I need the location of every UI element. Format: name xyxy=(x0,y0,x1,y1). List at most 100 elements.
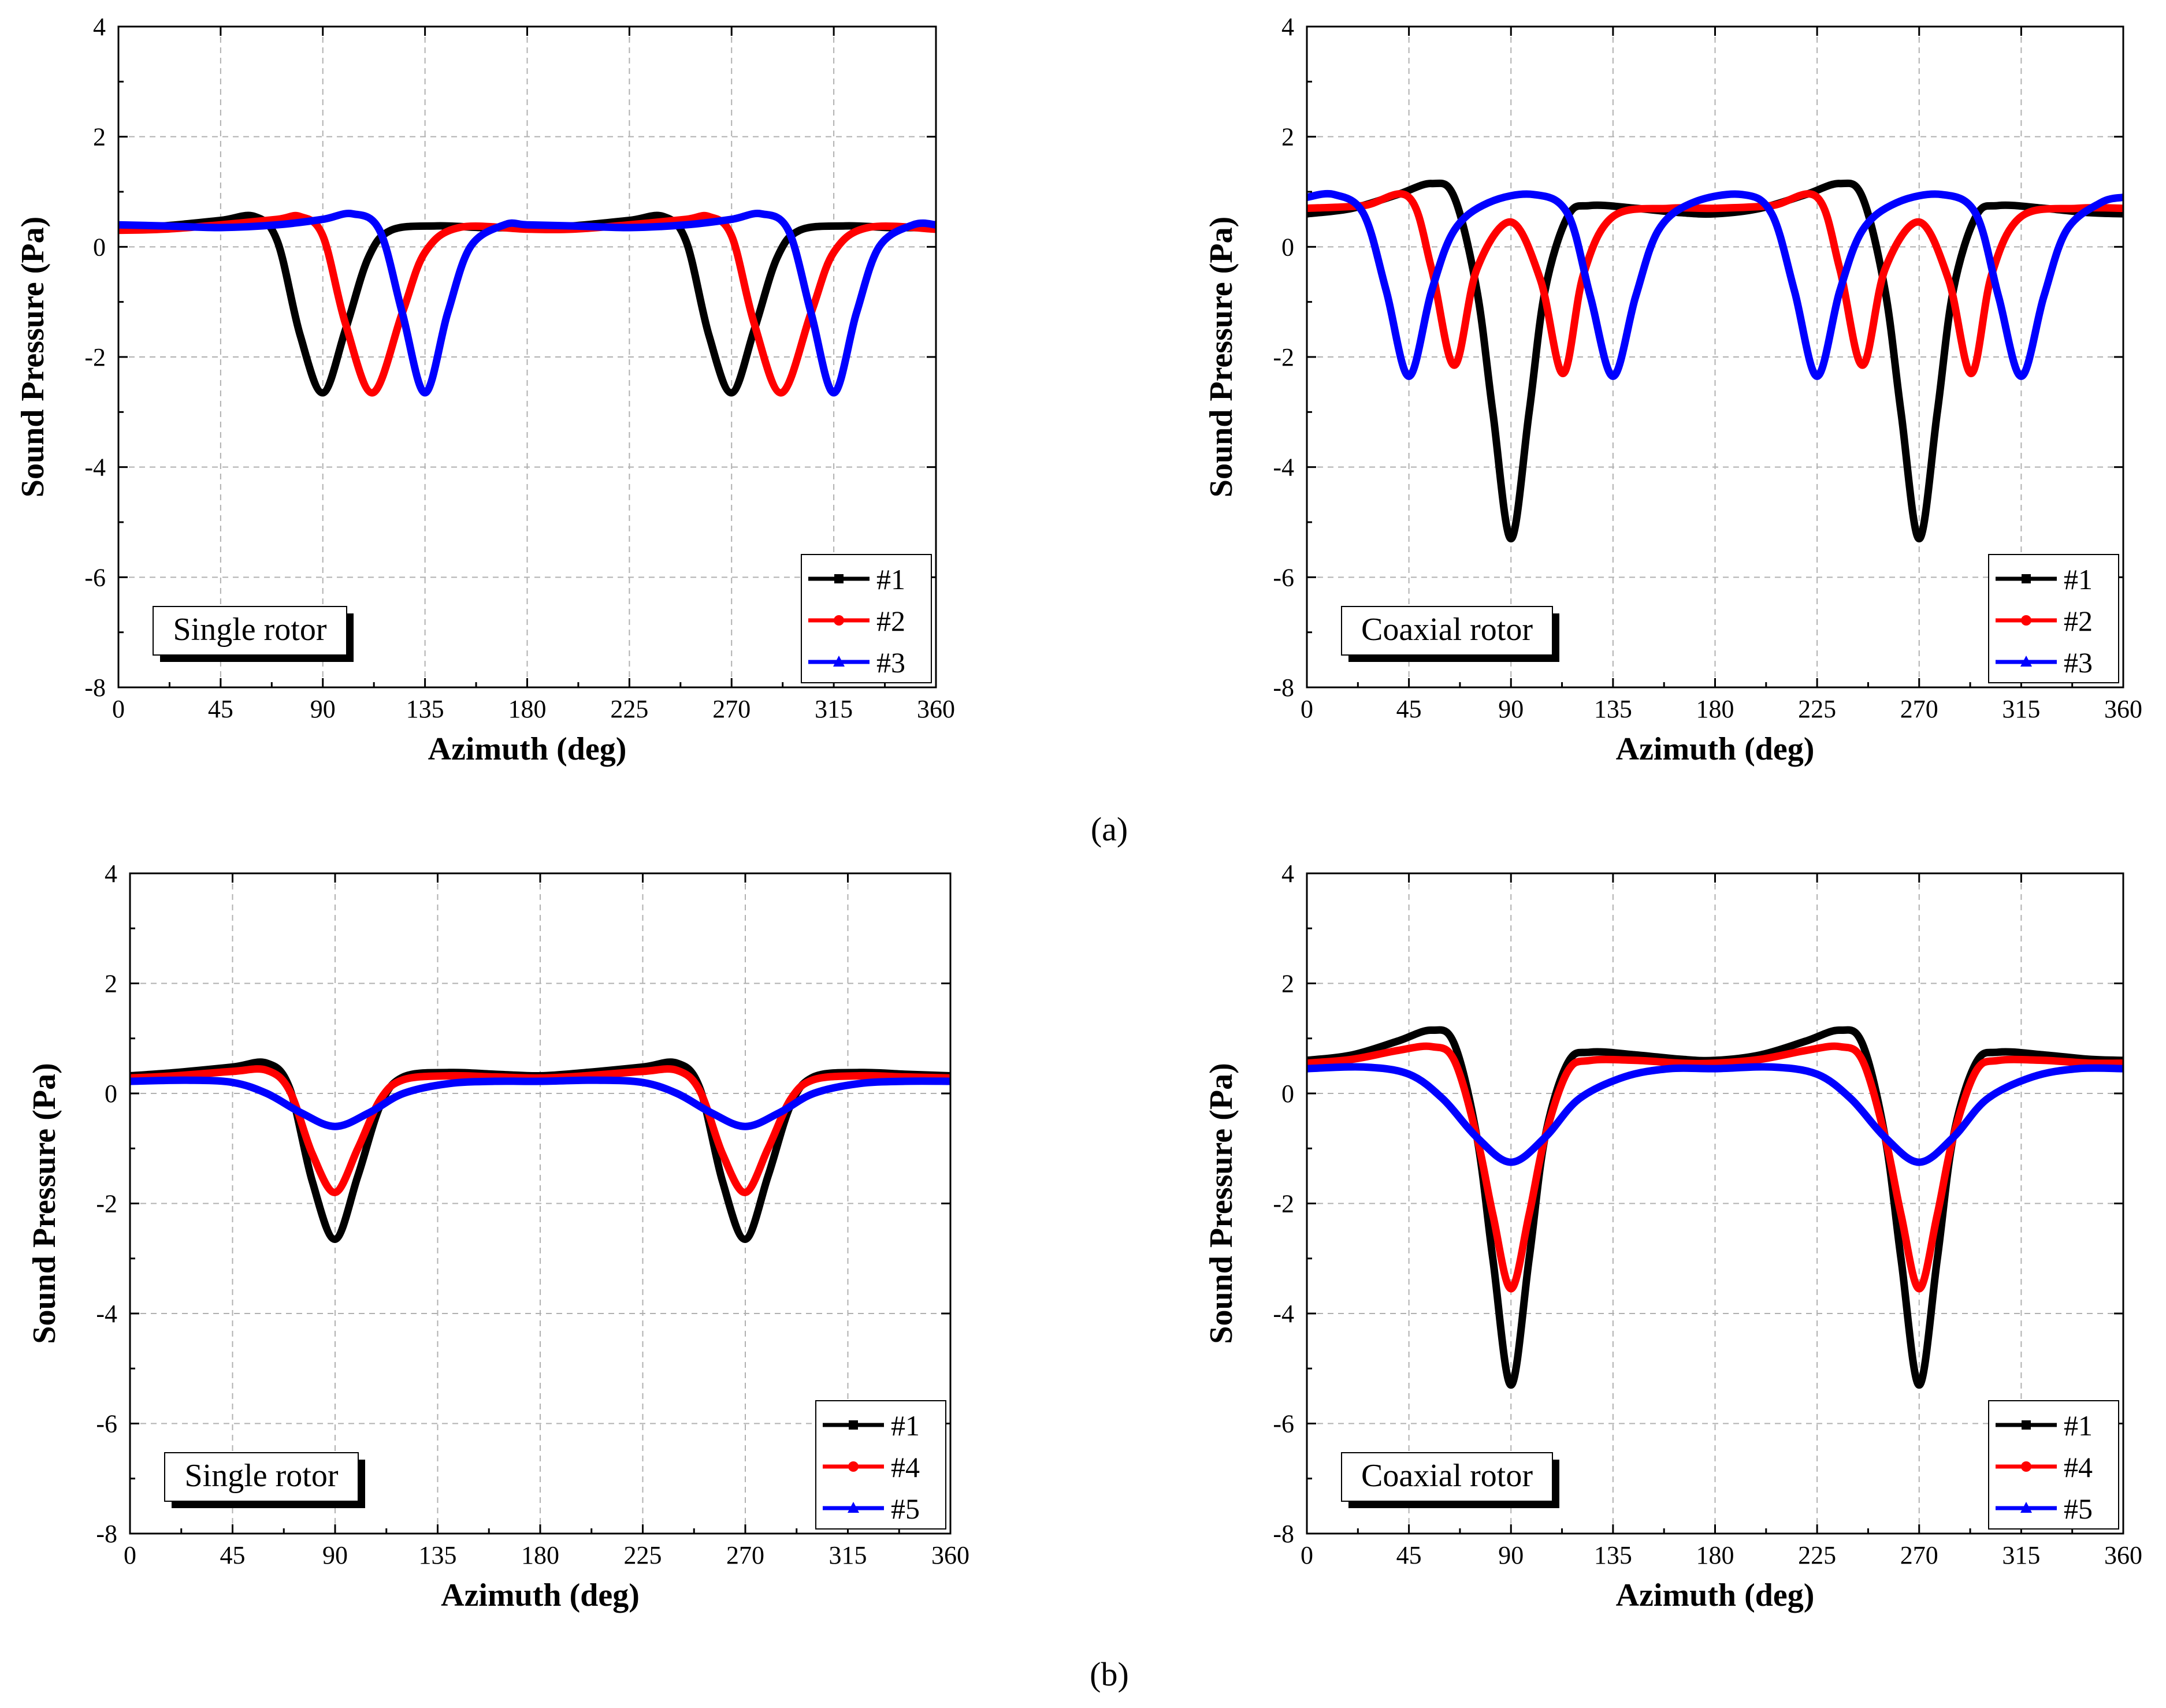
y-tick-label: 0 xyxy=(93,233,106,261)
x-tick-label: 315 xyxy=(829,1541,867,1569)
legend-label: #2 xyxy=(876,605,905,637)
rotor-label: Coaxial rotor xyxy=(1361,612,1533,648)
y-axis-title: Sound Pressure (Pa) xyxy=(1203,217,1239,497)
legend-label: #4 xyxy=(891,1451,920,1483)
y-tick-label: -8 xyxy=(1273,1520,1294,1548)
x-tick-label: 180 xyxy=(508,695,547,723)
x-axis-title: Azimuth (deg) xyxy=(428,731,627,767)
y-tick-label: 2 xyxy=(1281,970,1294,998)
legend-label: #3 xyxy=(2064,646,2093,679)
y-tick-label: 4 xyxy=(93,13,106,41)
legend-marker xyxy=(834,615,844,626)
y-tick-label: -8 xyxy=(1273,673,1294,702)
series-line-n5 xyxy=(130,1076,950,1130)
y-tick-label: -6 xyxy=(1273,563,1294,591)
x-tick-label: 225 xyxy=(1798,1541,1836,1569)
x-tick-label: 135 xyxy=(419,1541,457,1569)
y-tick-label: -2 xyxy=(1273,343,1294,371)
x-tick-label: 45 xyxy=(208,695,233,723)
x-axis-title: Azimuth (deg) xyxy=(441,1577,640,1613)
x-tick-label: 0 xyxy=(112,695,125,723)
y-tick-label: 0 xyxy=(1281,233,1294,261)
legend-marker xyxy=(2021,615,2031,626)
y-tick-label: 0 xyxy=(1281,1080,1294,1108)
legend-marker xyxy=(848,1502,859,1513)
x-tick-label: 180 xyxy=(1696,1541,1734,1569)
x-tick-label: 315 xyxy=(2002,1541,2040,1569)
x-tick-label: 0 xyxy=(124,1541,136,1569)
y-tick-label: -2 xyxy=(96,1190,117,1218)
y-tick-label: -8 xyxy=(96,1520,117,1548)
rotor-label-box xyxy=(1341,606,1553,656)
x-tick-label: 270 xyxy=(1900,1541,1938,1569)
y-axis-title: Sound Pressure (Pa) xyxy=(1203,1063,1239,1344)
x-axis-title: Azimuth (deg) xyxy=(1616,731,1815,767)
x-tick-label: 360 xyxy=(2104,695,2142,723)
y-tick-label: 4 xyxy=(1281,859,1294,888)
legend-label: #1 xyxy=(2064,1409,2093,1442)
y-tick-label: -4 xyxy=(1273,453,1294,482)
legend-marker xyxy=(833,656,845,667)
x-tick-label: 135 xyxy=(406,695,444,723)
x-tick-label: 45 xyxy=(1396,695,1422,723)
legend-marker xyxy=(849,1420,858,1430)
chart-a-coaxial: 0 45 90 135 180 225 270 315 360 -8 -6 -4 -2 0 2 4 Azimut… xyxy=(1203,13,2142,767)
series-line-n3 xyxy=(118,210,936,397)
y-tick-label: -4 xyxy=(1273,1300,1294,1328)
legend-label: #5 xyxy=(891,1493,920,1525)
x-tick-label: 180 xyxy=(521,1541,559,1569)
y-axis-title: Sound Pressure (Pa) xyxy=(15,217,51,497)
series-line-n3 xyxy=(1307,189,2123,380)
x-tick-label: 225 xyxy=(624,1541,662,1569)
x-axis-title: Azimuth (deg) xyxy=(1616,1577,1815,1613)
x-tick-label: 225 xyxy=(1798,695,1836,723)
y-tick-label: -4 xyxy=(96,1300,117,1328)
y-tick-label: 0 xyxy=(105,1080,117,1108)
x-tick-label: 360 xyxy=(2104,1541,2142,1569)
y-tick-label: -2 xyxy=(84,343,106,371)
x-tick-label: 135 xyxy=(1594,1541,1632,1569)
x-tick-label: 360 xyxy=(917,695,955,723)
y-tick-label: -6 xyxy=(84,563,106,591)
legend-label: #4 xyxy=(2064,1451,2093,1483)
rotor-label-box xyxy=(164,1452,359,1502)
y-tick-label: -6 xyxy=(96,1410,117,1438)
legend-label: #1 xyxy=(891,1409,920,1442)
x-tick-label: 180 xyxy=(1696,695,1734,723)
y-axis-title: Sound Pressure (Pa) xyxy=(27,1063,62,1344)
legend-label: #1 xyxy=(876,563,905,596)
legend-label: #5 xyxy=(2064,1493,2093,1525)
y-tick-label: 2 xyxy=(93,123,106,151)
rotor-label: Single rotor xyxy=(173,612,327,648)
x-tick-label: 0 xyxy=(1301,695,1313,723)
x-tick-label: 135 xyxy=(1594,695,1632,723)
panel-label-a: (a) xyxy=(1091,810,1128,848)
legend-marker xyxy=(2020,656,2032,667)
x-tick-label: 315 xyxy=(815,695,853,723)
chart-a-single: 0 45 90 135 180 225 270 315 360 -8 -6 -4 -2 0 2 4 Azimut… xyxy=(15,13,955,767)
y-tick-label: 4 xyxy=(105,859,117,888)
x-tick-label: 90 xyxy=(1498,695,1524,723)
y-tick-label: 2 xyxy=(1281,123,1294,151)
rotor-label: Coaxial rotor xyxy=(1361,1458,1533,1494)
rotor-label: Single rotor xyxy=(185,1458,339,1494)
y-tick-label: -2 xyxy=(1273,1190,1294,1218)
legend-marker xyxy=(834,574,844,583)
legend-marker xyxy=(2022,574,2031,583)
series-line-n5 xyxy=(1307,1063,2123,1166)
x-tick-label: 90 xyxy=(310,695,336,723)
series-line-n1 xyxy=(1307,179,2123,543)
legend-marker xyxy=(2022,1420,2031,1430)
x-tick-label: 90 xyxy=(322,1541,348,1569)
chart-b-coaxial: 0 45 90 135 180 225 270 315 360 -8 -6 -4 -2 0 2 4 Azimut… xyxy=(1203,859,2142,1613)
series-line-n2 xyxy=(118,211,936,397)
x-tick-label: 315 xyxy=(2002,695,2040,723)
x-tick-label: 225 xyxy=(610,695,648,723)
y-tick-label: 4 xyxy=(1281,13,1294,41)
x-tick-label: 45 xyxy=(1396,1541,1422,1569)
x-tick-label: 0 xyxy=(1301,1541,1313,1569)
x-tick-label: 90 xyxy=(1498,1541,1524,1569)
legend-marker xyxy=(848,1461,859,1472)
x-tick-label: 270 xyxy=(1900,695,1938,723)
